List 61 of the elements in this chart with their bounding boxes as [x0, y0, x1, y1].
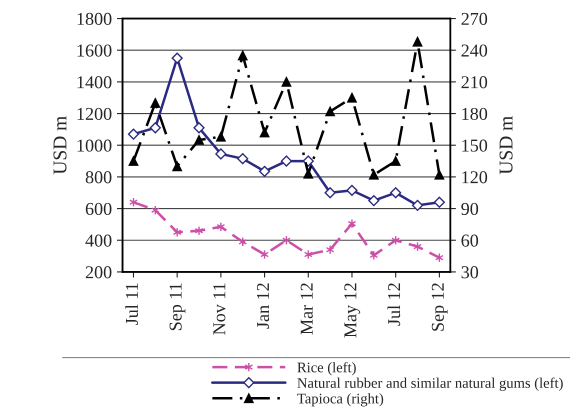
- point: [128, 128, 140, 140]
- point: [303, 168, 314, 179]
- point: [412, 200, 424, 212]
- legend-label: Natural rubber and similar natural gums (left): [297, 378, 563, 391]
- point: [368, 195, 380, 206]
- point: [390, 156, 401, 166]
- y2-axis-title: USD m: [500, 116, 513, 174]
- y2-tick-label: 210: [462, 76, 488, 88]
- x-tick-label: Nov 11: [213, 283, 226, 335]
- x-tick-label: Mar 12: [300, 283, 313, 334]
- point: [346, 184, 358, 196]
- point: [282, 77, 292, 87]
- point: [258, 166, 270, 177]
- point: [193, 122, 205, 134]
- y2-tick-label: 180: [462, 108, 488, 120]
- y-tick-label: 200: [86, 266, 112, 278]
- y-tick-label: 1200: [78, 108, 112, 120]
- point: [390, 187, 402, 198]
- x-tick-label: Sep 12: [432, 283, 448, 331]
- y2-tick-label: 240: [462, 44, 488, 57]
- x-tick-label: Jul 11: [125, 283, 138, 325]
- point: [412, 36, 422, 47]
- point: [368, 170, 379, 180]
- y-tick-label: 800: [86, 171, 112, 184]
- point: [237, 153, 248, 164]
- point: [280, 155, 292, 167]
- y2-tick-label: 150: [462, 139, 488, 152]
- legend-label: Rice (left): [297, 362, 356, 376]
- point: [434, 170, 444, 180]
- x-tick-label: Sep 11: [170, 283, 186, 330]
- y2-tick-label: 120: [462, 171, 488, 184]
- y-tick-label: 1600: [78, 44, 112, 57]
- point: [216, 132, 226, 142]
- point: [325, 106, 335, 116]
- y-tick-label: 400: [85, 234, 112, 247]
- y-tick-label: 1800: [78, 12, 112, 25]
- point: [150, 122, 161, 134]
- x-tick-label: Jan 12: [256, 283, 270, 329]
- y-axis-title: USD m: [53, 116, 67, 174]
- legend-label: Tapioca (right): [297, 393, 384, 406]
- point: [128, 156, 138, 166]
- point: [150, 98, 160, 108]
- y2-tick-label: 270: [462, 12, 488, 25]
- point: [324, 187, 336, 198]
- point: [260, 128, 270, 138]
- y-tick-label: 1000: [78, 139, 112, 152]
- y2-tick-label: 30: [462, 266, 478, 278]
- y2-tick-label: 90: [461, 202, 478, 216]
- x-tick-label: May 12: [344, 283, 360, 338]
- y2-tick-label: 60: [461, 234, 478, 247]
- y-tick-label: 1400: [78, 76, 112, 88]
- point: [172, 52, 183, 64]
- point: [172, 161, 182, 172]
- point: [238, 50, 248, 60]
- point: [194, 135, 204, 145]
- point: [302, 155, 314, 167]
- point: [347, 92, 357, 103]
- x-tick-label: Jul 12: [387, 283, 400, 326]
- point: [434, 196, 445, 208]
- point: [215, 148, 226, 160]
- y-tick-label: 600: [86, 202, 112, 216]
